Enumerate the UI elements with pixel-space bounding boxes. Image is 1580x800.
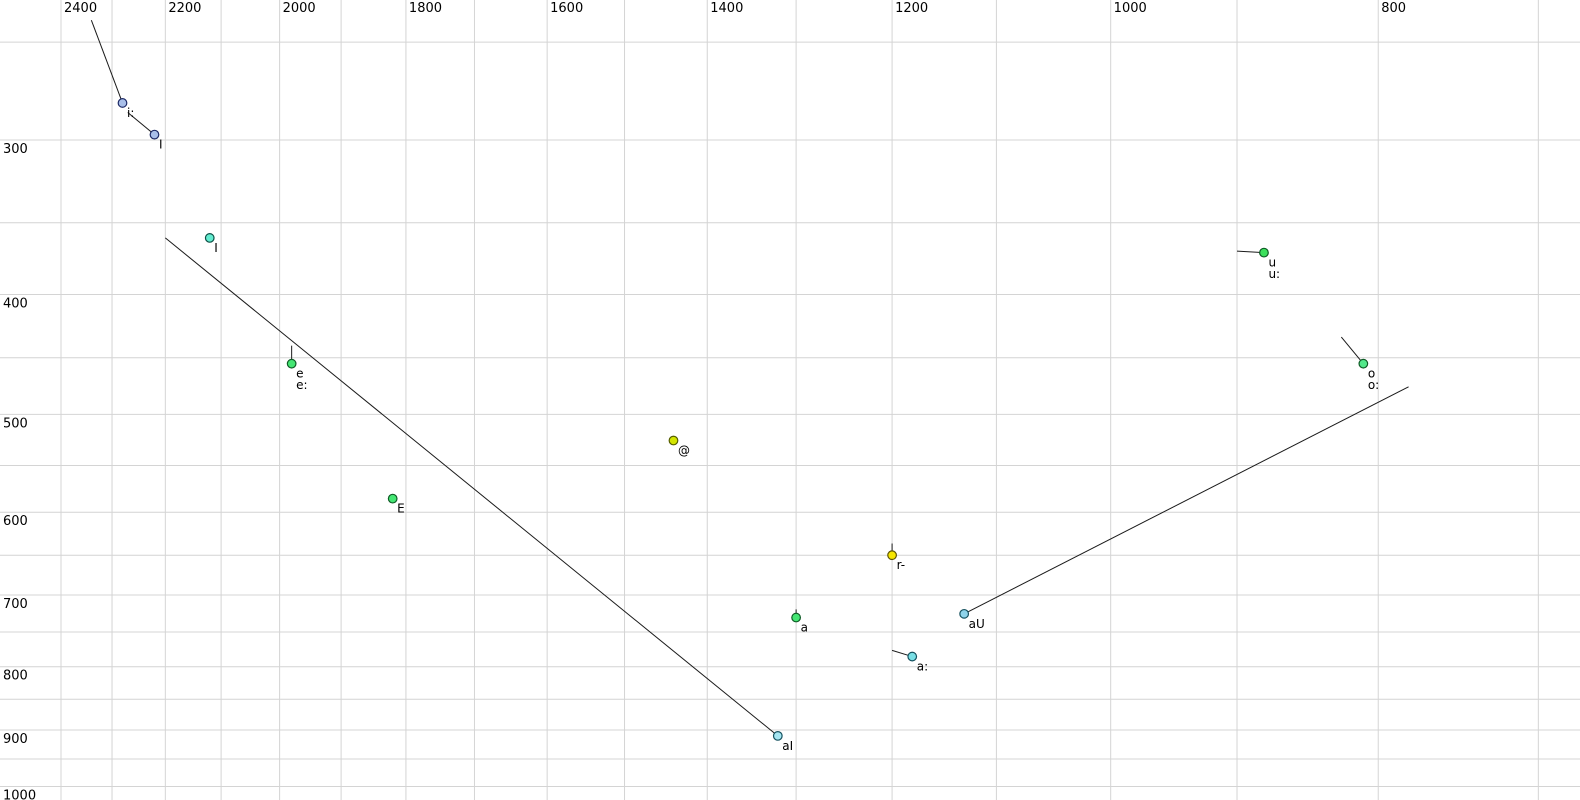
vowel-point	[286, 358, 297, 369]
vowel-label: @	[678, 444, 690, 458]
x-axis-tick-label: 2200	[168, 1, 201, 16]
y-axis-tick-label: 400	[3, 296, 28, 311]
vowel-label: o:	[1368, 378, 1379, 392]
x-axis-tick-label: 1000	[1114, 1, 1147, 16]
trajectory-line	[165, 237, 779, 737]
vowel-label: a	[801, 621, 808, 635]
vowel-label: o	[1368, 367, 1375, 381]
vowel-point	[1358, 358, 1369, 369]
vowel-label: aU	[969, 617, 985, 631]
vowel-label: i:	[127, 106, 134, 120]
vowel-label: I	[214, 241, 218, 255]
vowel-point	[907, 651, 918, 662]
x-axis-tick-label: 1600	[550, 1, 583, 16]
y-axis-tick-label: 900	[3, 732, 28, 747]
x-axis-tick-label: 1400	[710, 1, 743, 16]
y-axis-tick-label: 600	[3, 514, 28, 529]
trajectory-line	[963, 386, 1409, 615]
x-axis-tick-label: 1200	[895, 1, 928, 16]
vowel-label: aI	[782, 739, 793, 753]
trajectory-line	[127, 112, 155, 135]
vowel-label: a:	[917, 660, 928, 674]
trajectory-line	[1340, 336, 1364, 364]
vowel-label: u	[1268, 256, 1276, 270]
y-axis-tick-label: 800	[3, 669, 28, 684]
y-axis-tick-label: 500	[3, 416, 28, 431]
vowel-point	[668, 435, 679, 446]
y-axis-tick-label: 700	[3, 597, 28, 612]
vowel-label: E	[397, 502, 405, 516]
vowel-label: e:	[296, 378, 307, 392]
x-axis-tick-label: 2400	[64, 1, 97, 16]
x-axis-tick-label: 2000	[283, 1, 316, 16]
vowel-point	[204, 233, 215, 243]
vowel-label: u:	[1268, 267, 1280, 281]
x-axis-tick-label: 1800	[409, 1, 442, 16]
y-axis-tick-label: 300	[3, 142, 28, 157]
vowel-point	[149, 129, 160, 140]
vowel-label: e	[296, 367, 303, 381]
vowel-point	[887, 550, 897, 561]
vowel-point	[791, 612, 802, 623]
y-axis-tick-label: 1000	[3, 789, 36, 800]
x-axis-tick-label: 800	[1381, 1, 1406, 16]
vowel-point	[772, 730, 783, 741]
vowel-label: I	[159, 138, 163, 152]
vowel-label: r-	[897, 558, 906, 572]
trajectory-line	[90, 19, 123, 104]
vowel-point	[959, 608, 970, 619]
vowel-point	[387, 493, 398, 504]
vowel-point	[1259, 247, 1269, 258]
vowel-point	[117, 98, 128, 108]
